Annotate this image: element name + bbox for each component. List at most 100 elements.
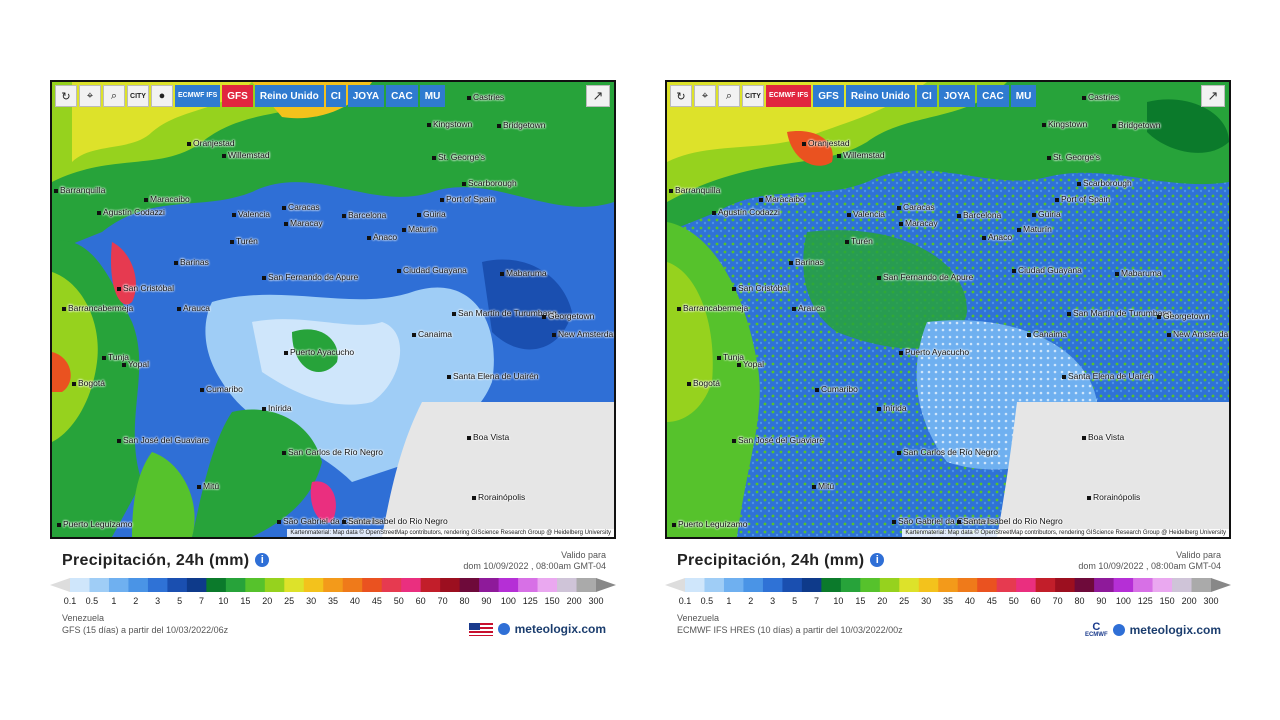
city-label: Puerto Leguízamo xyxy=(672,519,747,529)
info-icon[interactable]: i xyxy=(255,553,270,567)
scale-swatch xyxy=(537,578,558,592)
scale-tick-label: 90 xyxy=(1096,596,1107,606)
scale-swatch xyxy=(284,578,305,592)
model-gfs-button[interactable]: GFS xyxy=(813,85,844,107)
scale-ticks: 0.1 0.5 1 2 3 5 7 10 15 20 25 30 35 40 45 50 60 70 80 90 100… xyxy=(64,596,604,608)
city-toggle-button[interactable]: CITY xyxy=(742,85,764,107)
city-marker xyxy=(117,438,121,443)
zoom-icon[interactable]: ⌕ xyxy=(718,85,740,107)
model-cac-button[interactable]: CAC xyxy=(386,85,418,107)
model-joya-button[interactable]: JOYA xyxy=(347,85,385,107)
city-label: Mitú xyxy=(812,481,834,491)
scale-swatch xyxy=(89,578,110,592)
scale-swatch xyxy=(128,578,149,592)
scale-tick-label: 60 xyxy=(415,596,426,606)
share-icon[interactable]: ↗ xyxy=(586,85,610,107)
model-mu-button[interactable]: MU xyxy=(419,85,446,107)
model-cac-button[interactable]: CAC xyxy=(977,85,1009,107)
city-label: San Cristóbal xyxy=(117,283,174,293)
scale-swatch xyxy=(821,578,842,592)
city-marker xyxy=(759,197,763,202)
precipitation-map-gfs[interactable]: ↻ ⌖ ⌕ CITY ● ECMWF IFS GFS Reino Unido C… xyxy=(50,80,616,539)
model-gfs-button[interactable]: GFS xyxy=(222,85,253,107)
city-name: Port of Spain xyxy=(446,194,496,204)
city-label: Tunja xyxy=(717,352,744,362)
city-name: Maturín xyxy=(408,224,437,234)
model-source: Venezuela ECMWF IFS HRES (10 días) a part… xyxy=(677,613,903,635)
scale-tick-label: 80 xyxy=(459,596,470,606)
location-pin-icon[interactable]: ⌖ xyxy=(694,85,716,107)
scale-swatch xyxy=(1055,578,1076,592)
map-attribution: Kartenmaterial: Map data © OpenStreetMap… xyxy=(287,529,614,537)
city-label: Turén xyxy=(230,236,258,246)
city-marker xyxy=(982,235,986,240)
city-name: Maturín xyxy=(1023,224,1052,234)
city-name: Turén xyxy=(236,236,258,246)
scale-swatch xyxy=(1074,578,1095,592)
dot-icon[interactable]: ● xyxy=(151,85,173,107)
scale-swatch xyxy=(362,578,383,592)
city-name: New Amsterdam xyxy=(558,329,616,339)
city-name: Georgetown xyxy=(548,311,595,321)
valid-time: Valido para dom 10/09/2022 , 08:00am GMT-… xyxy=(463,550,606,571)
scale-tick-label: 150 xyxy=(544,596,560,606)
zoom-icon[interactable]: ⌕ xyxy=(103,85,125,107)
model-mu-button[interactable]: MU xyxy=(1010,85,1037,107)
model-joya-button[interactable]: JOYA xyxy=(938,85,976,107)
scale-swatch xyxy=(762,578,783,592)
city-marker xyxy=(1077,181,1081,186)
city-toggle-button[interactable]: CITY xyxy=(127,85,149,107)
city-label: San Fernando de Apure xyxy=(877,272,973,282)
share-icon[interactable]: ↗ xyxy=(1201,85,1225,107)
city-label: Maturín xyxy=(402,224,437,234)
scale-max-arrow xyxy=(596,578,616,592)
scale-tick-label: 15 xyxy=(240,596,251,606)
city-marker xyxy=(1055,197,1059,202)
city-label: Güiria xyxy=(417,209,446,219)
city-label: Yopal xyxy=(737,359,764,369)
scale-tick-label: 2 xyxy=(133,596,139,606)
city-label: Barrancabermeja xyxy=(677,303,748,313)
model-ecmwf-button[interactable]: ECMWF IFS xyxy=(175,85,221,107)
scale-tick-label: 40 xyxy=(349,596,360,606)
precipitation-map-ecmwf[interactable]: ↻ ⌖ ⌕ CITY ECMWF IFS GFS Reino Unido CI … xyxy=(665,80,1231,539)
city-name: Rorainópolis xyxy=(1093,492,1141,502)
city-name: Barcelona xyxy=(963,210,1002,220)
city-marker xyxy=(232,212,236,217)
legend-title: Precipitación, 24h (mm) i xyxy=(677,552,885,570)
city-label: Maracaibo xyxy=(759,194,805,204)
scale-swatch xyxy=(879,578,900,592)
model-ecmwf-button[interactable]: ECMWF IFS xyxy=(766,85,812,107)
city-label: Barinas xyxy=(789,257,824,267)
location-pin-icon[interactable]: ⌖ xyxy=(79,85,101,107)
model-ukmo-button[interactable]: Reino Unido xyxy=(254,85,324,107)
reload-icon[interactable]: ↻ xyxy=(55,85,77,107)
city-label: Rorainópolis xyxy=(1087,492,1140,502)
city-name: Santa Isabel do Rio Negro xyxy=(348,516,448,526)
city-name: Kingstown xyxy=(1048,119,1088,129)
model-ci-button[interactable]: CI xyxy=(325,85,346,107)
city-marker xyxy=(440,197,444,202)
city-name: Willemstad xyxy=(228,150,270,160)
city-label: Barranquilla xyxy=(669,185,720,195)
model-ci-button[interactable]: CI xyxy=(916,85,937,107)
city-marker xyxy=(342,519,346,524)
scale-swatch xyxy=(801,578,822,592)
city-marker xyxy=(957,213,961,218)
scale-tick-label: 15 xyxy=(855,596,866,606)
reload-icon[interactable]: ↻ xyxy=(670,85,692,107)
city-name: Boa Vista xyxy=(473,432,510,442)
city-name: San Martín de Turumbang xyxy=(1073,308,1172,318)
city-label: Willemstad xyxy=(222,150,270,160)
city-name: Port of Spain xyxy=(1061,194,1111,204)
city-marker xyxy=(837,153,841,158)
scale-tick-label: 150 xyxy=(1159,596,1175,606)
city-name: Barcelona xyxy=(348,210,387,220)
scale-tick-label: 0.5 xyxy=(700,596,714,606)
city-label: Scarborough xyxy=(462,178,517,188)
info-icon[interactable]: i xyxy=(870,553,885,567)
city-label: San José del Guaviare xyxy=(732,435,824,445)
model-ukmo-button[interactable]: Reino Unido xyxy=(845,85,915,107)
city-name: Ciudad Guayana xyxy=(1018,265,1082,275)
scale-swatch xyxy=(918,578,939,592)
